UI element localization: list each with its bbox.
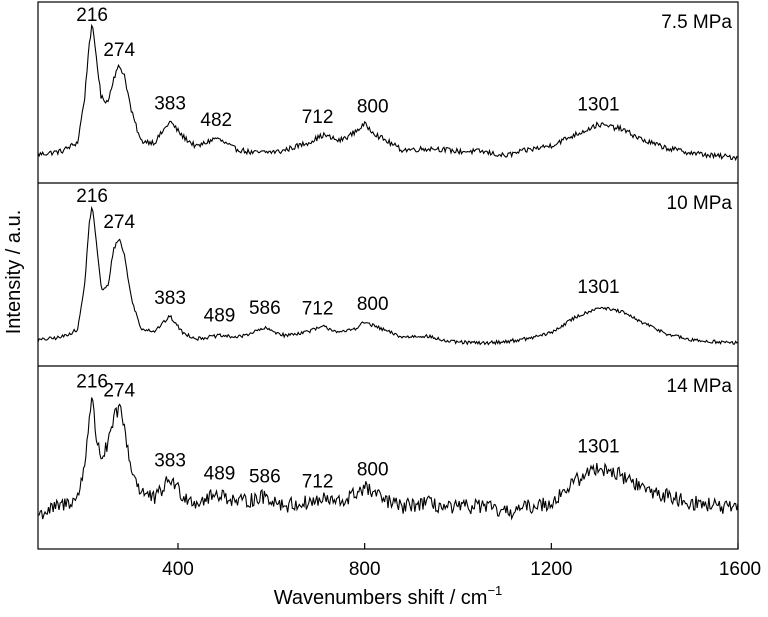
panel-label: 14 MPa: [667, 376, 733, 397]
spectrum-curves: [37, 23, 739, 521]
spectrum-line-1: [37, 205, 739, 346]
y-axis-title: Intensity / a.u.: [3, 210, 25, 335]
x-tick-label: 800: [349, 559, 381, 580]
panel-label: 7.5 MPa: [661, 12, 732, 33]
peak-label: 800: [357, 96, 389, 117]
peak-label: 1301: [577, 94, 619, 115]
peak-label: 712: [302, 299, 334, 320]
peak-label: 1301: [577, 437, 619, 458]
peak-label: 586: [249, 467, 281, 488]
peak-label: 216: [76, 5, 108, 26]
panel-frames: [37, 1, 739, 550]
peak-label: 274: [103, 212, 135, 233]
x-tick-label: 400: [162, 559, 194, 580]
peak-label: 712: [302, 107, 334, 128]
peak-label: 712: [302, 472, 334, 493]
x-tick-label: 1200: [530, 559, 572, 580]
x-axis-title-text: Wavenumbers shift / cm: [274, 587, 488, 609]
peak-label: 216: [76, 186, 108, 207]
panel-label-group: 7.5 MPa 10 MPa 14 MPa: [661, 12, 732, 397]
x-tick-label: 1600: [719, 559, 761, 580]
peak-label: 274: [103, 40, 135, 61]
panel-label: 10 MPa: [667, 193, 733, 214]
peak-label: 274: [103, 381, 135, 402]
peak-label: 383: [154, 288, 186, 309]
peak-label: 482: [200, 110, 232, 131]
spectrum-line-0: [37, 23, 739, 162]
peak-label: 800: [357, 460, 389, 481]
peak-label: 489: [204, 464, 236, 485]
spectrum-line-2: [37, 397, 739, 521]
x-axis-title: Wavenumbers shift / cm−1: [274, 583, 503, 609]
peak-label: 383: [154, 451, 186, 472]
peak-label: 216: [76, 372, 108, 393]
x-axis: 400 800 1200 1600: [162, 543, 761, 580]
peak-label: 586: [249, 298, 281, 319]
plot-frame: [37, 1, 739, 550]
peak-label: 383: [154, 93, 186, 114]
x-axis-title-superscript: −1: [487, 583, 502, 598]
peak-label: 800: [357, 294, 389, 315]
peak-label: 489: [204, 306, 236, 327]
peak-label: 1301: [577, 277, 619, 298]
